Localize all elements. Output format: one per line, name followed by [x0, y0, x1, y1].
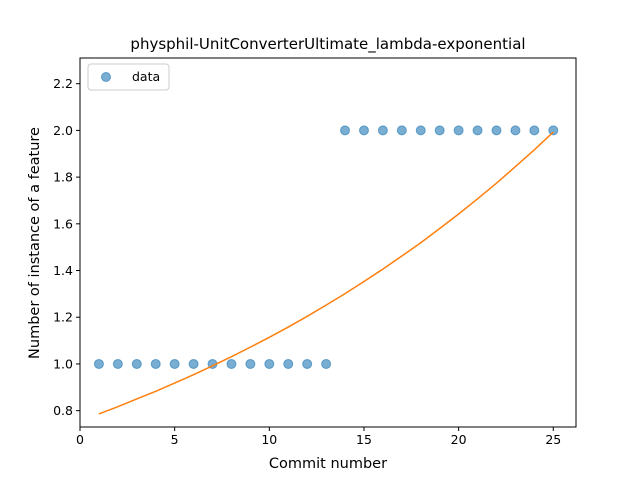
- data-point: [340, 125, 351, 136]
- data-point: [169, 358, 180, 369]
- data-point: [226, 358, 237, 369]
- trend-line: [98, 131, 554, 415]
- y-tick-label: 1.0: [53, 356, 73, 371]
- data-point: [548, 125, 559, 136]
- y-tick-label: 2.2: [53, 76, 73, 91]
- y-tick-label: 1.8: [53, 170, 73, 185]
- data-point: [510, 125, 521, 136]
- data-point: [415, 125, 426, 136]
- y-axis-title: Number of instance of a feature: [27, 127, 43, 359]
- data-point: [283, 358, 294, 369]
- data-point: [245, 358, 256, 369]
- x-axis-title: Commit number: [269, 456, 387, 472]
- legend: data: [87, 63, 170, 91]
- y-tick-label: 1.6: [53, 216, 73, 231]
- y-tick-label: 1.2: [53, 310, 73, 325]
- data-point: [150, 358, 161, 369]
- data-point: [377, 125, 388, 136]
- data-point: [93, 358, 104, 369]
- y-tick-label: 2.0: [53, 123, 73, 138]
- plot-area: 0 5 10 15 20 25 0.8 1.0 1.2 1.4 1.6 1.8 2.0 2.2: [53, 57, 577, 447]
- x-tick-label: 15: [356, 432, 372, 447]
- data-point: [264, 358, 275, 369]
- data-point: [302, 358, 313, 369]
- y-tick-label: 1.4: [53, 263, 73, 278]
- legend-marker-data: [101, 72, 111, 82]
- data-point: [321, 358, 332, 369]
- chart-title: physphil-UnitConverterUltimate_lambda-ex…: [130, 35, 525, 54]
- data-point: [358, 125, 369, 136]
- data-point: [529, 125, 540, 136]
- legend-box: [87, 63, 170, 91]
- data-point: [491, 125, 502, 136]
- x-tick-label: 25: [545, 432, 561, 447]
- data-point: [472, 125, 483, 136]
- x-tick-label: 5: [171, 432, 179, 447]
- data-point: [188, 358, 199, 369]
- data-point: [131, 358, 142, 369]
- legend-label-data: data: [132, 69, 160, 84]
- axes-frame: [79, 57, 577, 428]
- x-tick-label: 10: [261, 432, 277, 447]
- data-point: [434, 125, 445, 136]
- x-tick-label: 0: [76, 432, 84, 447]
- x-tick-label: 20: [451, 432, 467, 447]
- data-point: [396, 125, 407, 136]
- y-tick-label: 0.8: [53, 403, 73, 418]
- data-point: [453, 125, 464, 136]
- data-point: [112, 358, 123, 369]
